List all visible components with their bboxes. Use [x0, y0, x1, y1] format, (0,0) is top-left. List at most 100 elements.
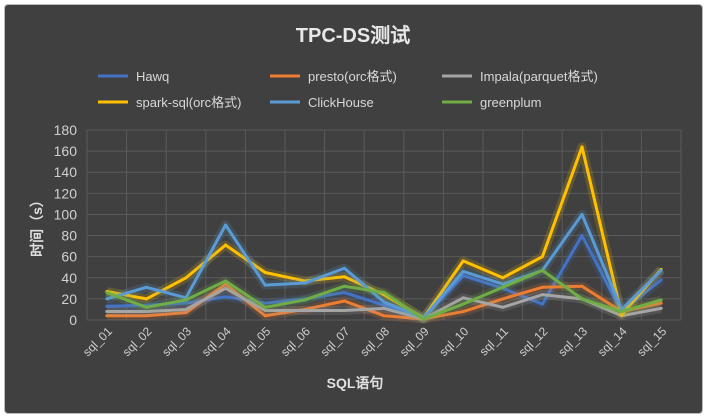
x-tick-label: sql_13	[555, 324, 590, 359]
data-point	[540, 293, 544, 297]
legend-label: Hawq	[136, 69, 169, 84]
data-point	[303, 309, 307, 312]
data-point	[105, 314, 109, 318]
data-point	[580, 234, 584, 238]
data-point	[105, 310, 109, 314]
data-point	[263, 305, 267, 309]
x-tick-label: sql_03	[159, 324, 194, 359]
data-point	[659, 278, 663, 282]
x-tick-label: sql_08	[357, 324, 392, 359]
data-point	[144, 314, 148, 318]
y-tick-label: 0	[69, 312, 77, 328]
x-tick-label: sql_09	[397, 324, 432, 359]
data-point	[224, 282, 228, 286]
data-point	[580, 284, 584, 288]
data-point	[105, 297, 109, 301]
data-point	[540, 302, 544, 306]
data-point	[422, 317, 426, 321]
data-point	[184, 298, 188, 302]
data-point	[105, 291, 109, 295]
data-point	[461, 296, 465, 300]
data-point	[263, 309, 267, 312]
x-tick-label: sql_05	[238, 324, 273, 359]
y-tick-label: 160	[54, 143, 78, 159]
y-tick-label: 140	[54, 164, 78, 180]
y-tick-label: 100	[54, 206, 78, 222]
data-point	[659, 301, 663, 305]
data-point	[382, 303, 386, 307]
data-point	[382, 291, 386, 295]
chart-title: TPC-DS测试	[296, 24, 410, 47]
data-point	[184, 311, 188, 315]
data-point	[461, 274, 465, 278]
x-tick-label: sql_06	[278, 324, 313, 359]
legend-label: spark-sql(orc格式)	[136, 95, 241, 110]
series-lines	[105, 142, 665, 324]
x-axis-ticks: sql_01 sql_02 sql_03 sql_04 sql_05 sql_06 sql_…	[80, 324, 670, 359]
y-tick-label: 20	[61, 291, 77, 307]
data-point	[144, 305, 148, 309]
data-point	[303, 281, 307, 285]
y-tick-label: 40	[61, 270, 77, 286]
data-point	[461, 259, 465, 263]
legend: Hawq presto(orc格式) Impala(parquet格式) spark-…	[98, 69, 598, 110]
data-point	[224, 279, 228, 283]
data-point	[659, 306, 663, 310]
data-point	[342, 299, 346, 303]
data-point	[263, 271, 267, 274]
x-axis-label: SQL语句	[327, 375, 384, 391]
legend-label: greenplum	[480, 95, 541, 110]
x-tick-label: sql_01	[80, 324, 115, 359]
data-point	[501, 285, 505, 289]
data-point	[620, 313, 624, 317]
data-point	[461, 302, 465, 306]
data-point	[501, 282, 505, 286]
y-axis-ticks: 0 20 40 60 80 100 120 140 160 180	[54, 122, 78, 328]
data-point	[224, 286, 228, 290]
x-tick-label: sql_11	[477, 324, 512, 359]
data-point	[580, 145, 584, 149]
data-point	[105, 304, 109, 308]
x-tick-label: sql_02	[120, 324, 155, 359]
data-point	[580, 212, 584, 216]
data-point	[342, 291, 346, 295]
x-tick-label: sql_14	[595, 324, 630, 359]
data-point	[382, 300, 386, 304]
x-tick-label: sql_07	[318, 324, 353, 359]
legend-label: ClickHouse	[308, 95, 374, 110]
data-point	[342, 309, 346, 312]
x-tick-label: sql_15	[634, 324, 669, 359]
data-point	[263, 301, 267, 305]
data-point	[540, 285, 544, 289]
data-point	[461, 269, 465, 273]
data-point	[224, 295, 228, 299]
data-point	[263, 283, 267, 287]
legend-label: presto(orc格式)	[308, 69, 397, 84]
data-point	[501, 276, 505, 280]
x-tick-label: sql_12	[516, 324, 551, 359]
data-point	[144, 297, 148, 301]
y-tick-label: 60	[61, 249, 77, 265]
data-point	[144, 310, 148, 314]
data-point	[501, 297, 505, 301]
data-point	[144, 285, 148, 289]
data-point	[620, 310, 624, 314]
data-point	[501, 305, 505, 309]
data-point	[540, 268, 544, 272]
data-point	[184, 307, 188, 311]
data-point	[184, 301, 188, 305]
data-point	[461, 310, 465, 314]
x-tick-label: sql_04	[199, 324, 234, 359]
x-tick-label: sql_10	[436, 324, 471, 359]
legend-label: Impala(parquet格式)	[480, 69, 598, 84]
data-point	[342, 266, 346, 270]
data-point	[224, 243, 228, 247]
data-point	[580, 297, 584, 301]
y-tick-label: 80	[61, 228, 77, 244]
data-point	[382, 306, 386, 310]
y-tick-label: 180	[54, 122, 78, 138]
data-point	[382, 314, 386, 318]
chart-area	[4, 4, 703, 414]
data-point	[659, 268, 663, 272]
